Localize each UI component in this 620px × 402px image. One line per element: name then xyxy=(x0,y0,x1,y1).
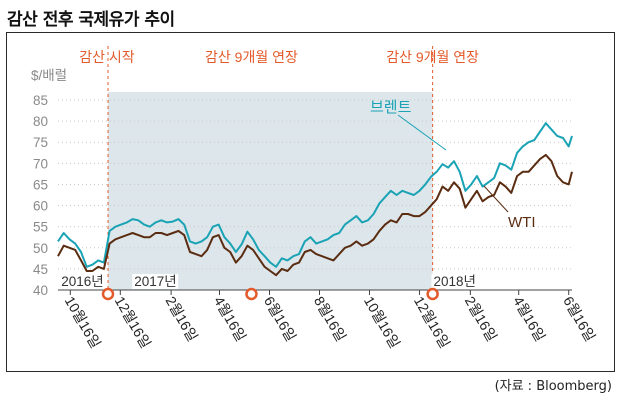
year-label: 2018년 xyxy=(433,274,475,289)
x-tick-label: 2월16일 xyxy=(462,294,500,345)
x-tick-label: 6월16일 xyxy=(261,294,299,345)
shaded-period xyxy=(108,92,433,290)
x-tick-label: 12월16일 xyxy=(411,294,453,351)
wti-annotation: WTI xyxy=(508,214,536,231)
y-tick-label: 45 xyxy=(33,262,48,277)
y-tick-label: 50 xyxy=(33,241,48,256)
x-tick-label: 4월16일 xyxy=(211,294,249,345)
y-tick-label: 85 xyxy=(33,93,48,108)
y-tick-label: 70 xyxy=(33,156,48,171)
event-label: 감산 9개월 연장 xyxy=(205,49,298,65)
brent-line xyxy=(57,122,573,268)
brent-leader-line xyxy=(397,114,447,151)
x-tick-label: 10월16일 xyxy=(62,294,104,351)
wti-line xyxy=(57,153,573,277)
y-tick-label: 60 xyxy=(33,199,48,214)
x-tick-label: 4월16일 xyxy=(510,294,548,345)
event-marker xyxy=(426,287,439,301)
source-note: (자료 : Bloomberg) xyxy=(494,379,612,394)
brent-annotation: 브렌트 xyxy=(370,99,412,116)
year-label: 2016년 xyxy=(61,274,103,289)
x-tick-label: 10월16일 xyxy=(361,294,403,351)
year-label-bg xyxy=(132,274,179,289)
x-tick-label: 8월16일 xyxy=(311,294,349,345)
event-marker xyxy=(101,287,115,301)
event-label: 감산 9개월 연장 xyxy=(386,49,479,65)
y-axis-label: $/배럴 xyxy=(31,68,67,83)
y-tick-label: 80 xyxy=(33,114,48,129)
y-tick-label: 75 xyxy=(33,135,48,150)
y-tick-label: 55 xyxy=(33,220,48,235)
y-tick-label: 65 xyxy=(33,177,48,192)
wti-leader-line xyxy=(483,185,509,213)
page-title: 감산 전후 국제유가 추이 xyxy=(7,10,175,30)
x-tick-label: 6월16일 xyxy=(560,294,598,345)
year-label: 2017년 xyxy=(134,274,176,289)
y-tick-label: 40 xyxy=(33,283,48,298)
event-label: 감산 시작 xyxy=(79,49,135,65)
year-label-bg xyxy=(431,274,478,289)
event-marker xyxy=(245,287,258,301)
x-tick-label: 2월16일 xyxy=(163,294,201,345)
year-label-bg xyxy=(59,274,106,289)
x-tick-label: 12월16일 xyxy=(112,294,154,351)
